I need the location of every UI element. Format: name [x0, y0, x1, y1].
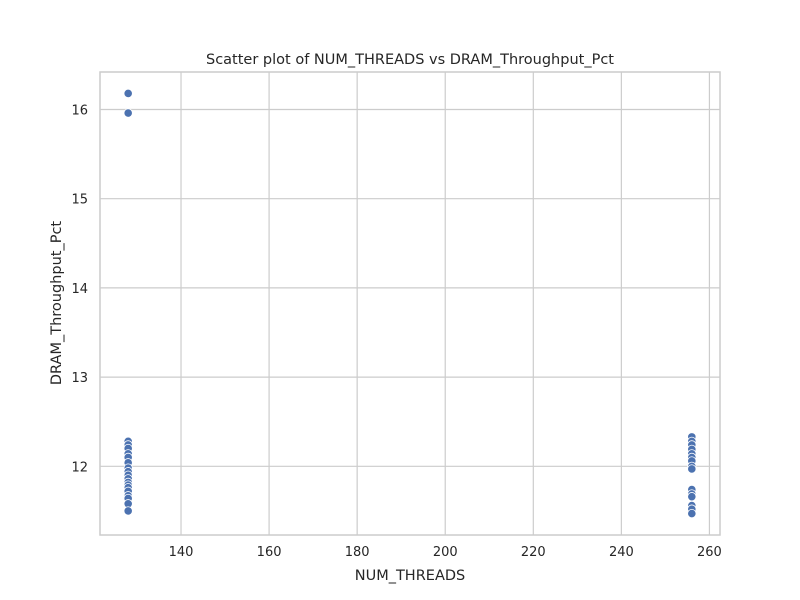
data-point	[687, 464, 697, 474]
x-axis-label: NUM_THREADS	[355, 568, 466, 584]
x-tick-label: 180	[345, 545, 370, 560]
grid-lines	[100, 72, 720, 535]
x-tick-label: 200	[433, 545, 458, 560]
y-axis-label: DRAM_Throughput_Pct	[49, 221, 65, 386]
data-point	[687, 492, 697, 502]
x-tick-label: 220	[521, 545, 546, 560]
data-points	[123, 88, 697, 519]
x-tick-label: 160	[257, 545, 282, 560]
data-point	[687, 508, 697, 519]
x-tick-label: 140	[169, 545, 194, 560]
y-tick-label: 16	[71, 103, 88, 118]
y-tick-label: 14	[71, 282, 88, 297]
chart-title: Scatter plot of NUM_THREADS vs DRAM_Thro…	[206, 52, 614, 68]
y-tick-label: 15	[71, 193, 88, 208]
data-point	[123, 88, 133, 99]
x-tick-label: 240	[609, 545, 634, 560]
data-point	[123, 506, 133, 516]
data-point	[123, 108, 133, 118]
x-tick-labels: 140 160 180 200 220 240 260	[169, 545, 722, 560]
y-tick-label: 13	[71, 371, 88, 386]
y-tick-label: 12	[71, 460, 88, 475]
plot-frame	[99, 71, 721, 536]
x-tick-label: 260	[697, 545, 722, 560]
y-tick-labels: 12 13 14 15 16	[71, 103, 88, 475]
